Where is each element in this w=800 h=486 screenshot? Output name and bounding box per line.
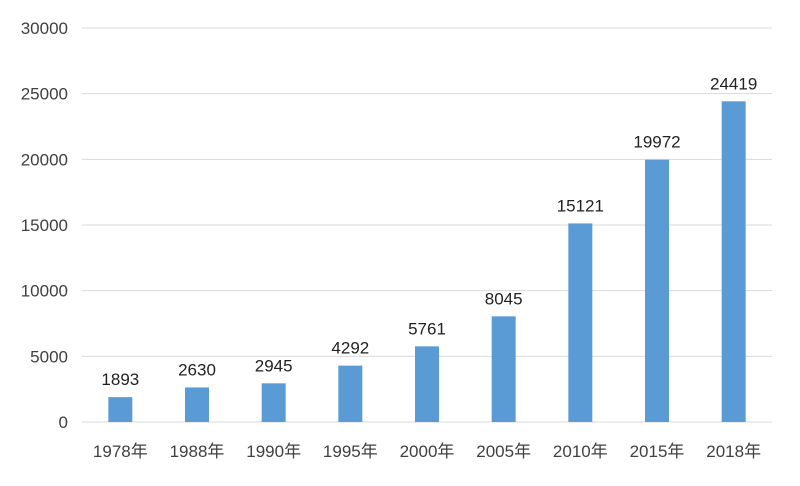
y-tick-label: 0	[59, 413, 68, 432]
y-tick-label: 25000	[21, 85, 68, 104]
data-label: 2630	[178, 360, 216, 379]
data-label: 24419	[710, 74, 757, 93]
bar	[261, 383, 286, 422]
data-label: 2945	[255, 356, 293, 375]
gridlines	[82, 27, 772, 423]
data-label: 8045	[485, 289, 523, 308]
data-label: 5761	[408, 319, 446, 338]
x-tick-label: 1990年	[246, 442, 301, 461]
data-label: 4292	[331, 339, 369, 358]
y-tick-label: 30000	[21, 19, 68, 38]
data-label: 19972	[633, 133, 680, 152]
bar	[185, 387, 209, 422]
x-tick-label: 2005年	[476, 442, 531, 461]
bar	[108, 397, 133, 422]
data-label: 15121	[557, 196, 604, 215]
x-axis-tick-labels: 1978年 1988年 1990年 1995年 2000年 2005年 2010年 2015年…	[93, 442, 761, 461]
data-labels: 1893 2630 2945 4292 5761 8045 15121 19972 24419	[101, 74, 757, 389]
bar	[415, 346, 439, 422]
y-tick-label: 15000	[21, 216, 68, 235]
y-axis-tick-labels: 0 5000 10000 15000 20000 25000 30000	[21, 19, 68, 432]
x-tick-label: 1978年	[93, 442, 148, 461]
bars	[108, 101, 746, 423]
x-tick-label: 2015年	[630, 442, 685, 461]
x-tick-label: 2018年	[706, 442, 761, 461]
y-tick-label: 20000	[21, 150, 68, 169]
x-tick-label: 2000年	[400, 442, 455, 461]
data-label: 1893	[101, 370, 139, 389]
bar	[568, 223, 593, 422]
x-tick-label: 2010年	[553, 442, 608, 461]
x-tick-label: 1995年	[323, 442, 378, 461]
bar	[645, 159, 669, 423]
y-tick-label: 10000	[21, 282, 68, 301]
bar	[338, 365, 363, 422]
y-tick-label: 5000	[30, 347, 68, 366]
x-tick-label: 1988年	[170, 442, 225, 461]
bar	[491, 316, 516, 422]
bar	[721, 101, 746, 423]
